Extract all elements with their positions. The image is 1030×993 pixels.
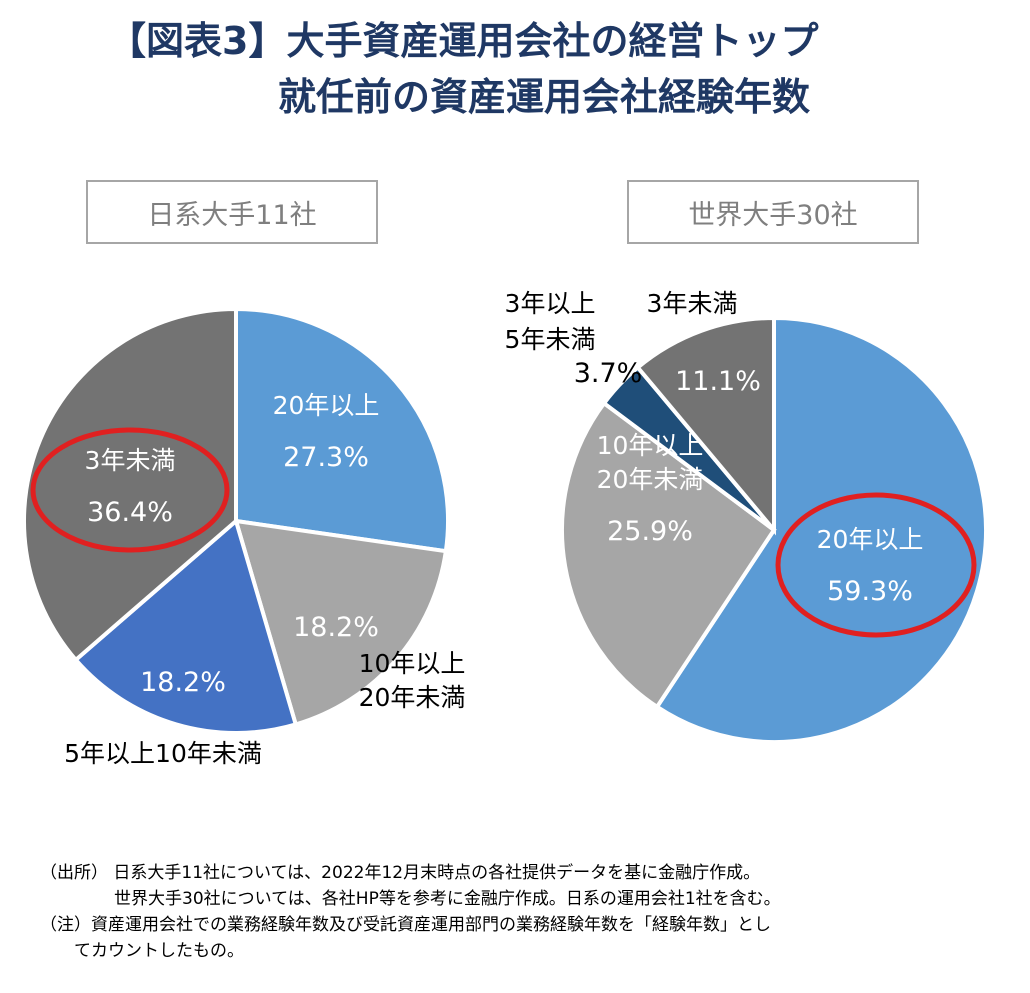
- pie-0-slice-3: [22, 306, 238, 663]
- pie-1-highlight-ring: [775, 492, 977, 638]
- note-line1: （注）資産運用会社での業務経験年数及び受託資産運用部門の業務経験年数を「経験年数…: [40, 915, 771, 935]
- pie-0-slice-0-label: 20年以上: [273, 391, 380, 420]
- pie-1-slice-3-outer-label: 3年未満: [647, 289, 738, 318]
- pie-1-slice-0-label: 20年以上: [817, 525, 924, 554]
- pie-0-slice-0: [234, 306, 450, 554]
- pie-0-highlight-ring: [30, 427, 230, 553]
- footnotes: （出所） 日系大手11社については、2022年12月末時点の各社提供データを基に…: [40, 860, 781, 964]
- pie-0-slice-1-outer-label: 10年以上: [359, 649, 466, 678]
- source-note-line1: （出所） 日系大手11社については、2022年12月末時点の各社提供データを基に…: [40, 863, 761, 883]
- pie-0-slice-1: [233, 518, 449, 727]
- pie-0-slice-1-value: 18.2%: [293, 612, 379, 643]
- right-chart-title: 世界大手30社: [627, 180, 919, 244]
- pie-1-slice-1: [560, 400, 777, 710]
- pie-1-slice-1-label: 20年未満: [597, 465, 704, 494]
- pie-1-slice-2-outer-label: 3年以上: [505, 289, 596, 318]
- chart-title-line1: 【図表3】大手資産運用会社の経営トップ: [108, 19, 819, 63]
- pie-0-slice-3-value: 36.4%: [87, 497, 173, 528]
- pie-1-slice-1-value: 25.9%: [607, 516, 693, 547]
- pie-0-slice-0-value: 27.3%: [283, 442, 369, 473]
- source-note-line2: 世界大手30社については、各社HP等を参考に金融庁作成。日系の運用会社1社を含む…: [114, 889, 781, 909]
- pie-0-slice-2-value: 18.2%: [140, 667, 226, 698]
- chart-title-line2: 就任前の資産運用会社経験年数: [278, 75, 811, 119]
- pie-0-slice-3-label: 3年未満: [85, 446, 176, 475]
- pie-1-slice-2-value: 3.7%: [574, 358, 643, 389]
- pie-0-slice-2: [72, 517, 299, 735]
- pie-1-slice-0-value: 59.3%: [827, 576, 913, 607]
- left-chart-title: 日系大手11社: [86, 180, 378, 244]
- pie-1-slice-1-label: 10年以上: [597, 431, 704, 460]
- pie-0-slice-1-outer-label: 20年未満: [359, 683, 466, 712]
- note-line2: てカウントしたもの。: [74, 941, 244, 961]
- pie-0-slice-2-outer-label: 5年以上10年未満: [64, 739, 262, 768]
- pie-1-slice-0: [654, 315, 988, 744]
- pie-1-slice-3: [635, 315, 776, 536]
- pie-1-slice-2-outer-label: 5年未満: [505, 325, 596, 354]
- pie-1-slice-3-value: 11.1%: [675, 366, 761, 397]
